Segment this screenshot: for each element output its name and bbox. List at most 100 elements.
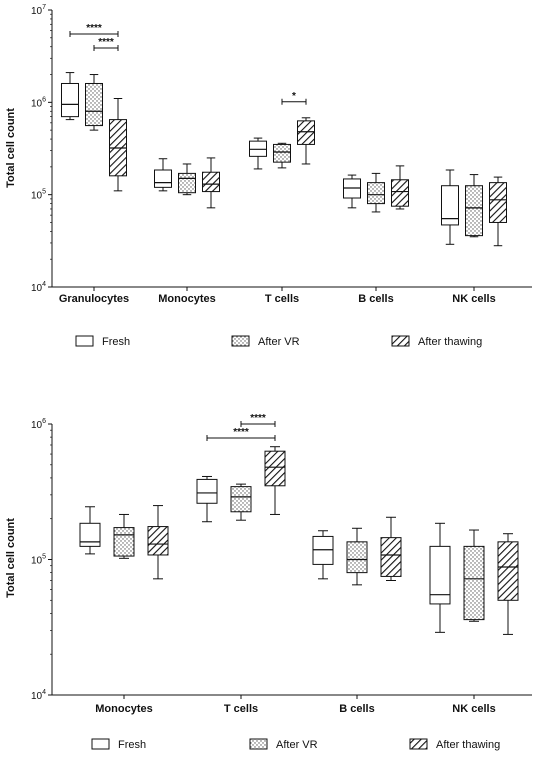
category-labels: Monocytes T cells B cells NK cells <box>95 695 496 715</box>
legend-item: After VR <box>249 738 318 751</box>
significance-label: **** <box>98 37 114 48</box>
box-iqr <box>113 527 135 557</box>
legend: Fresh After VR After thawing <box>91 738 500 751</box>
y-tick-label: 106 <box>31 418 46 431</box>
y-axis-label: Total cell count <box>5 108 17 188</box>
box-open <box>196 475 218 523</box>
box-open <box>61 72 79 121</box>
legend: Fresh After VR After thawing <box>75 335 482 348</box>
category-label: Granulocytes <box>59 293 129 305</box>
box-iqr <box>380 537 402 577</box>
significance-label: * <box>292 91 296 102</box>
box-iqr <box>178 172 196 194</box>
category-label: Monocytes <box>158 293 215 305</box>
box-iqr <box>441 185 459 226</box>
legend-label: After thawing <box>436 739 500 751</box>
box-hatched <box>109 98 127 192</box>
box-dotted <box>367 172 385 213</box>
y-axis-label: Total cell count <box>5 518 17 598</box>
legend-label: After thawing <box>418 336 482 348</box>
box-hatched <box>202 157 220 209</box>
box-iqr <box>85 82 103 127</box>
box-iqr <box>147 526 169 556</box>
category-label: B cells <box>339 703 374 715</box>
box-iqr <box>61 82 79 118</box>
box-open <box>441 169 459 245</box>
category-label: T cells <box>265 293 299 305</box>
box-iqr <box>497 541 519 601</box>
box-dotted <box>85 74 103 131</box>
box-iqr <box>346 541 368 574</box>
box-iqr <box>489 182 507 223</box>
box-iqr <box>465 185 483 237</box>
legend-item: After thawing <box>409 738 500 751</box>
box-iqr <box>79 522 101 547</box>
legend-label: After VR <box>258 336 300 348</box>
significance-bracket: **** <box>69 23 119 37</box>
box-hatched <box>147 505 169 580</box>
box-iqr <box>429 545 451 605</box>
box-iqr <box>230 486 252 513</box>
box-hatched <box>497 533 519 635</box>
y-tick-label: 105 <box>31 189 46 202</box>
box-dotted <box>465 174 483 238</box>
y-tick-label: 104 <box>31 281 46 294</box>
box-dotted <box>230 483 252 521</box>
box-hatched <box>391 165 409 210</box>
category-label: NK cells <box>452 293 495 305</box>
chart-panel-bottom: Total cell count 104 105 106 ******** Mono… <box>5 413 532 751</box>
box-dotted <box>346 527 368 586</box>
box-open <box>249 137 267 170</box>
box-iqr <box>463 545 485 621</box>
box-dotted <box>273 142 291 169</box>
legend-item: Fresh <box>91 738 146 751</box>
box-hatched <box>297 117 315 165</box>
legend-swatch <box>91 738 110 750</box>
y-tick-label: 106 <box>31 96 46 109</box>
y-tick-label: 107 <box>31 4 46 17</box>
box-open <box>343 174 361 209</box>
significance-label: **** <box>233 427 249 438</box>
category-labels: Granulocytes Monocytes T cells B cells NK ce… <box>59 287 496 305</box>
legend-label: Fresh <box>118 739 146 751</box>
box-open <box>312 530 334 580</box>
box-iqr <box>154 169 172 188</box>
legend-swatch <box>231 335 250 347</box>
box-hatched <box>380 516 402 581</box>
box-hatched <box>489 176 507 247</box>
significance-label: **** <box>250 413 266 424</box>
box-open <box>79 506 101 555</box>
box-iqr <box>202 171 220 193</box>
box-open <box>154 158 172 192</box>
box-iqr <box>297 120 315 145</box>
significance-label: **** <box>86 23 102 34</box>
significance-bracket: * <box>281 91 307 105</box>
y-tick-label: 104 <box>31 689 46 702</box>
legend-swatch <box>75 335 94 347</box>
category-label: Monocytes <box>95 703 152 715</box>
significance-bracket: **** <box>206 427 276 441</box>
legend-label: Fresh <box>102 336 130 348</box>
box-hatched <box>264 446 286 515</box>
significance-bracket: **** <box>93 37 119 51</box>
significance-bracket: **** <box>240 413 276 427</box>
box-plots <box>61 72 507 247</box>
box-iqr <box>196 478 218 504</box>
category-label: NK cells <box>452 703 495 715</box>
legend-item: Fresh <box>75 335 130 348</box>
box-open <box>429 522 451 633</box>
box-dotted <box>178 163 196 196</box>
box-iqr <box>367 182 385 205</box>
box-iqr <box>264 450 286 487</box>
box-dotted <box>113 513 135 559</box>
y-axis-ticks: 104 105 106 <box>31 418 52 702</box>
box-dotted <box>463 529 485 622</box>
significance-brackets: ******** <box>206 413 276 441</box>
box-iqr <box>391 179 409 207</box>
significance-brackets: ********* <box>69 23 307 105</box>
legend-swatch <box>391 335 410 347</box>
y-tick-label: 105 <box>31 554 46 567</box>
box-iqr <box>273 143 291 163</box>
box-plots <box>79 446 519 635</box>
